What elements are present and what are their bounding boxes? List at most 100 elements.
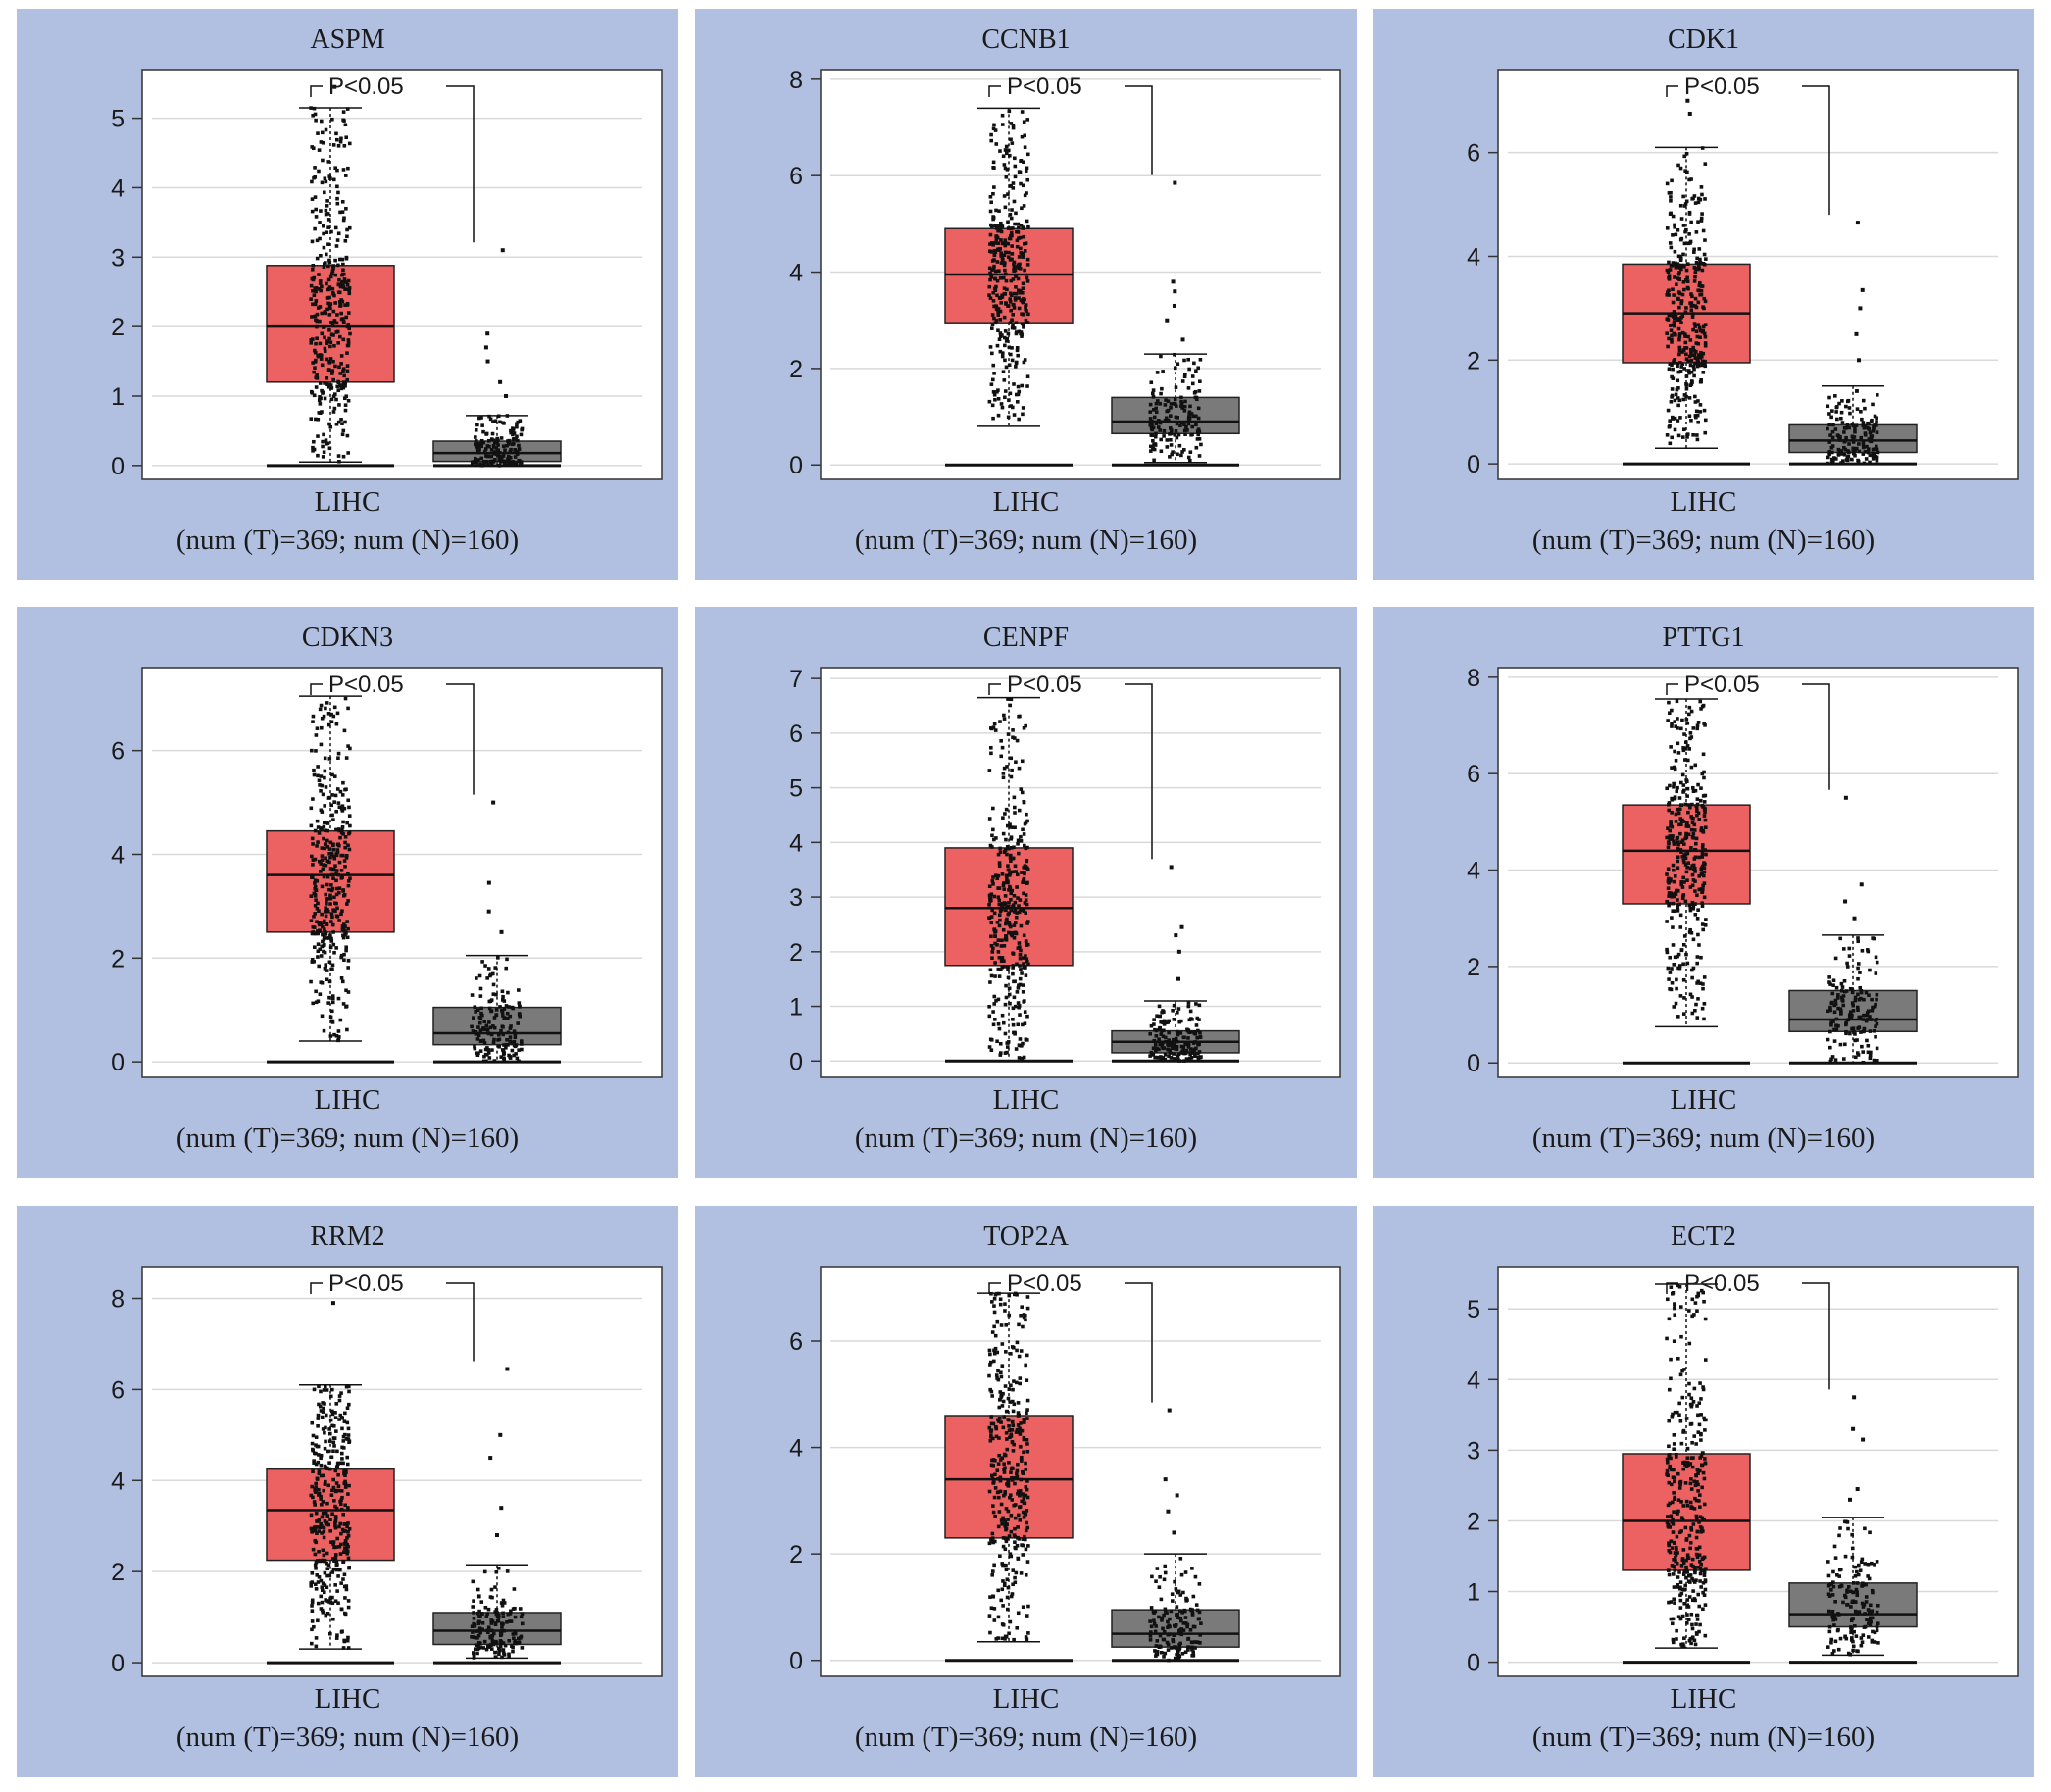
data-point <box>999 1370 1003 1375</box>
data-point <box>1679 217 1684 221</box>
data-point <box>339 868 344 872</box>
data-point <box>310 836 315 841</box>
outlier-point <box>499 929 504 934</box>
data-point <box>310 1604 314 1608</box>
data-point <box>1850 1001 1855 1005</box>
y-tick-label: 2 <box>1467 347 1480 374</box>
data-point <box>339 1607 344 1612</box>
data-point <box>1669 1285 1674 1289</box>
data-point <box>1676 254 1681 259</box>
data-point <box>517 443 521 448</box>
data-point <box>1004 365 1009 370</box>
data-point <box>1677 796 1682 800</box>
data-point <box>1868 453 1873 458</box>
data-point <box>1162 1046 1167 1050</box>
data-point <box>1697 874 1702 878</box>
data-point <box>328 424 333 429</box>
data-point <box>998 1458 1003 1462</box>
data-point <box>993 934 997 938</box>
data-point <box>1162 1577 1167 1582</box>
data-point <box>334 1636 339 1640</box>
data-point <box>1681 790 1685 794</box>
data-point <box>1694 329 1699 333</box>
data-point <box>1006 1518 1010 1521</box>
data-point <box>1667 336 1671 341</box>
data-point <box>1676 1357 1680 1361</box>
data-point <box>991 827 995 832</box>
data-point <box>338 257 342 262</box>
data-point <box>1699 292 1704 297</box>
data-point <box>330 117 334 122</box>
data-point <box>327 361 332 365</box>
data-point <box>1154 406 1158 411</box>
data-point <box>1700 1006 1705 1011</box>
data-point <box>1013 1516 1018 1520</box>
data-point <box>1003 1302 1007 1306</box>
data-point <box>1149 449 1153 453</box>
data-point <box>1004 151 1009 156</box>
data-point <box>1859 1030 1863 1034</box>
data-point <box>327 303 332 308</box>
data-point <box>1676 859 1680 864</box>
data-point <box>1829 457 1834 462</box>
data-point <box>1692 822 1697 827</box>
data-point <box>1840 459 1845 463</box>
data-point <box>320 912 324 917</box>
data-point <box>1022 120 1026 124</box>
data-point <box>1703 359 1707 364</box>
data-point <box>1677 345 1682 350</box>
sample-size-label: (num (T)=369; num (N)=160) <box>175 1721 520 1753</box>
data-point <box>321 1427 325 1431</box>
data-point <box>500 1603 505 1608</box>
data-point <box>1010 888 1014 893</box>
data-point <box>477 973 482 978</box>
data-point <box>1017 1056 1022 1060</box>
data-point <box>343 1432 347 1437</box>
data-point <box>333 1553 338 1557</box>
data-point <box>1004 995 1009 1000</box>
data-point <box>1191 1041 1196 1045</box>
data-point <box>1021 880 1025 885</box>
data-point <box>319 826 323 831</box>
data-point <box>1690 1557 1695 1562</box>
data-point <box>1010 1440 1015 1444</box>
data-point <box>1844 1029 1848 1034</box>
data-point <box>1006 1396 1011 1401</box>
data-point <box>343 280 348 284</box>
data-point <box>1689 735 1694 739</box>
data-point <box>480 1612 484 1616</box>
data-point <box>316 1460 321 1465</box>
data-point <box>1682 332 1687 337</box>
data-point <box>342 728 347 733</box>
data-point <box>988 1428 993 1433</box>
data-point <box>346 879 351 883</box>
data-point <box>1676 1471 1680 1476</box>
data-point <box>322 874 326 879</box>
data-point <box>1169 1609 1174 1614</box>
data-point <box>1166 1040 1170 1044</box>
data-point <box>1689 815 1693 819</box>
data-point <box>490 431 495 436</box>
data-point <box>1670 967 1674 971</box>
data-point <box>1666 876 1671 881</box>
data-point <box>507 1652 511 1657</box>
data-point <box>331 876 335 880</box>
data-point <box>327 1573 332 1578</box>
data-point <box>1679 1334 1683 1339</box>
data-point <box>1003 243 1008 248</box>
data-point <box>343 123 348 127</box>
data-point <box>1181 1047 1186 1051</box>
data-point <box>1017 1354 1022 1359</box>
data-point <box>333 901 337 906</box>
data-point <box>1666 408 1671 413</box>
data-point <box>1149 426 1154 430</box>
data-point <box>1686 1556 1691 1560</box>
data-point <box>1673 315 1676 320</box>
data-point <box>1676 726 1679 730</box>
y-tick-label: 5 <box>1467 1296 1480 1323</box>
data-point <box>1847 442 1851 446</box>
data-point <box>989 1415 994 1419</box>
data-point <box>1675 1628 1678 1633</box>
data-point <box>1678 1617 1683 1620</box>
data-point <box>1018 1381 1022 1386</box>
